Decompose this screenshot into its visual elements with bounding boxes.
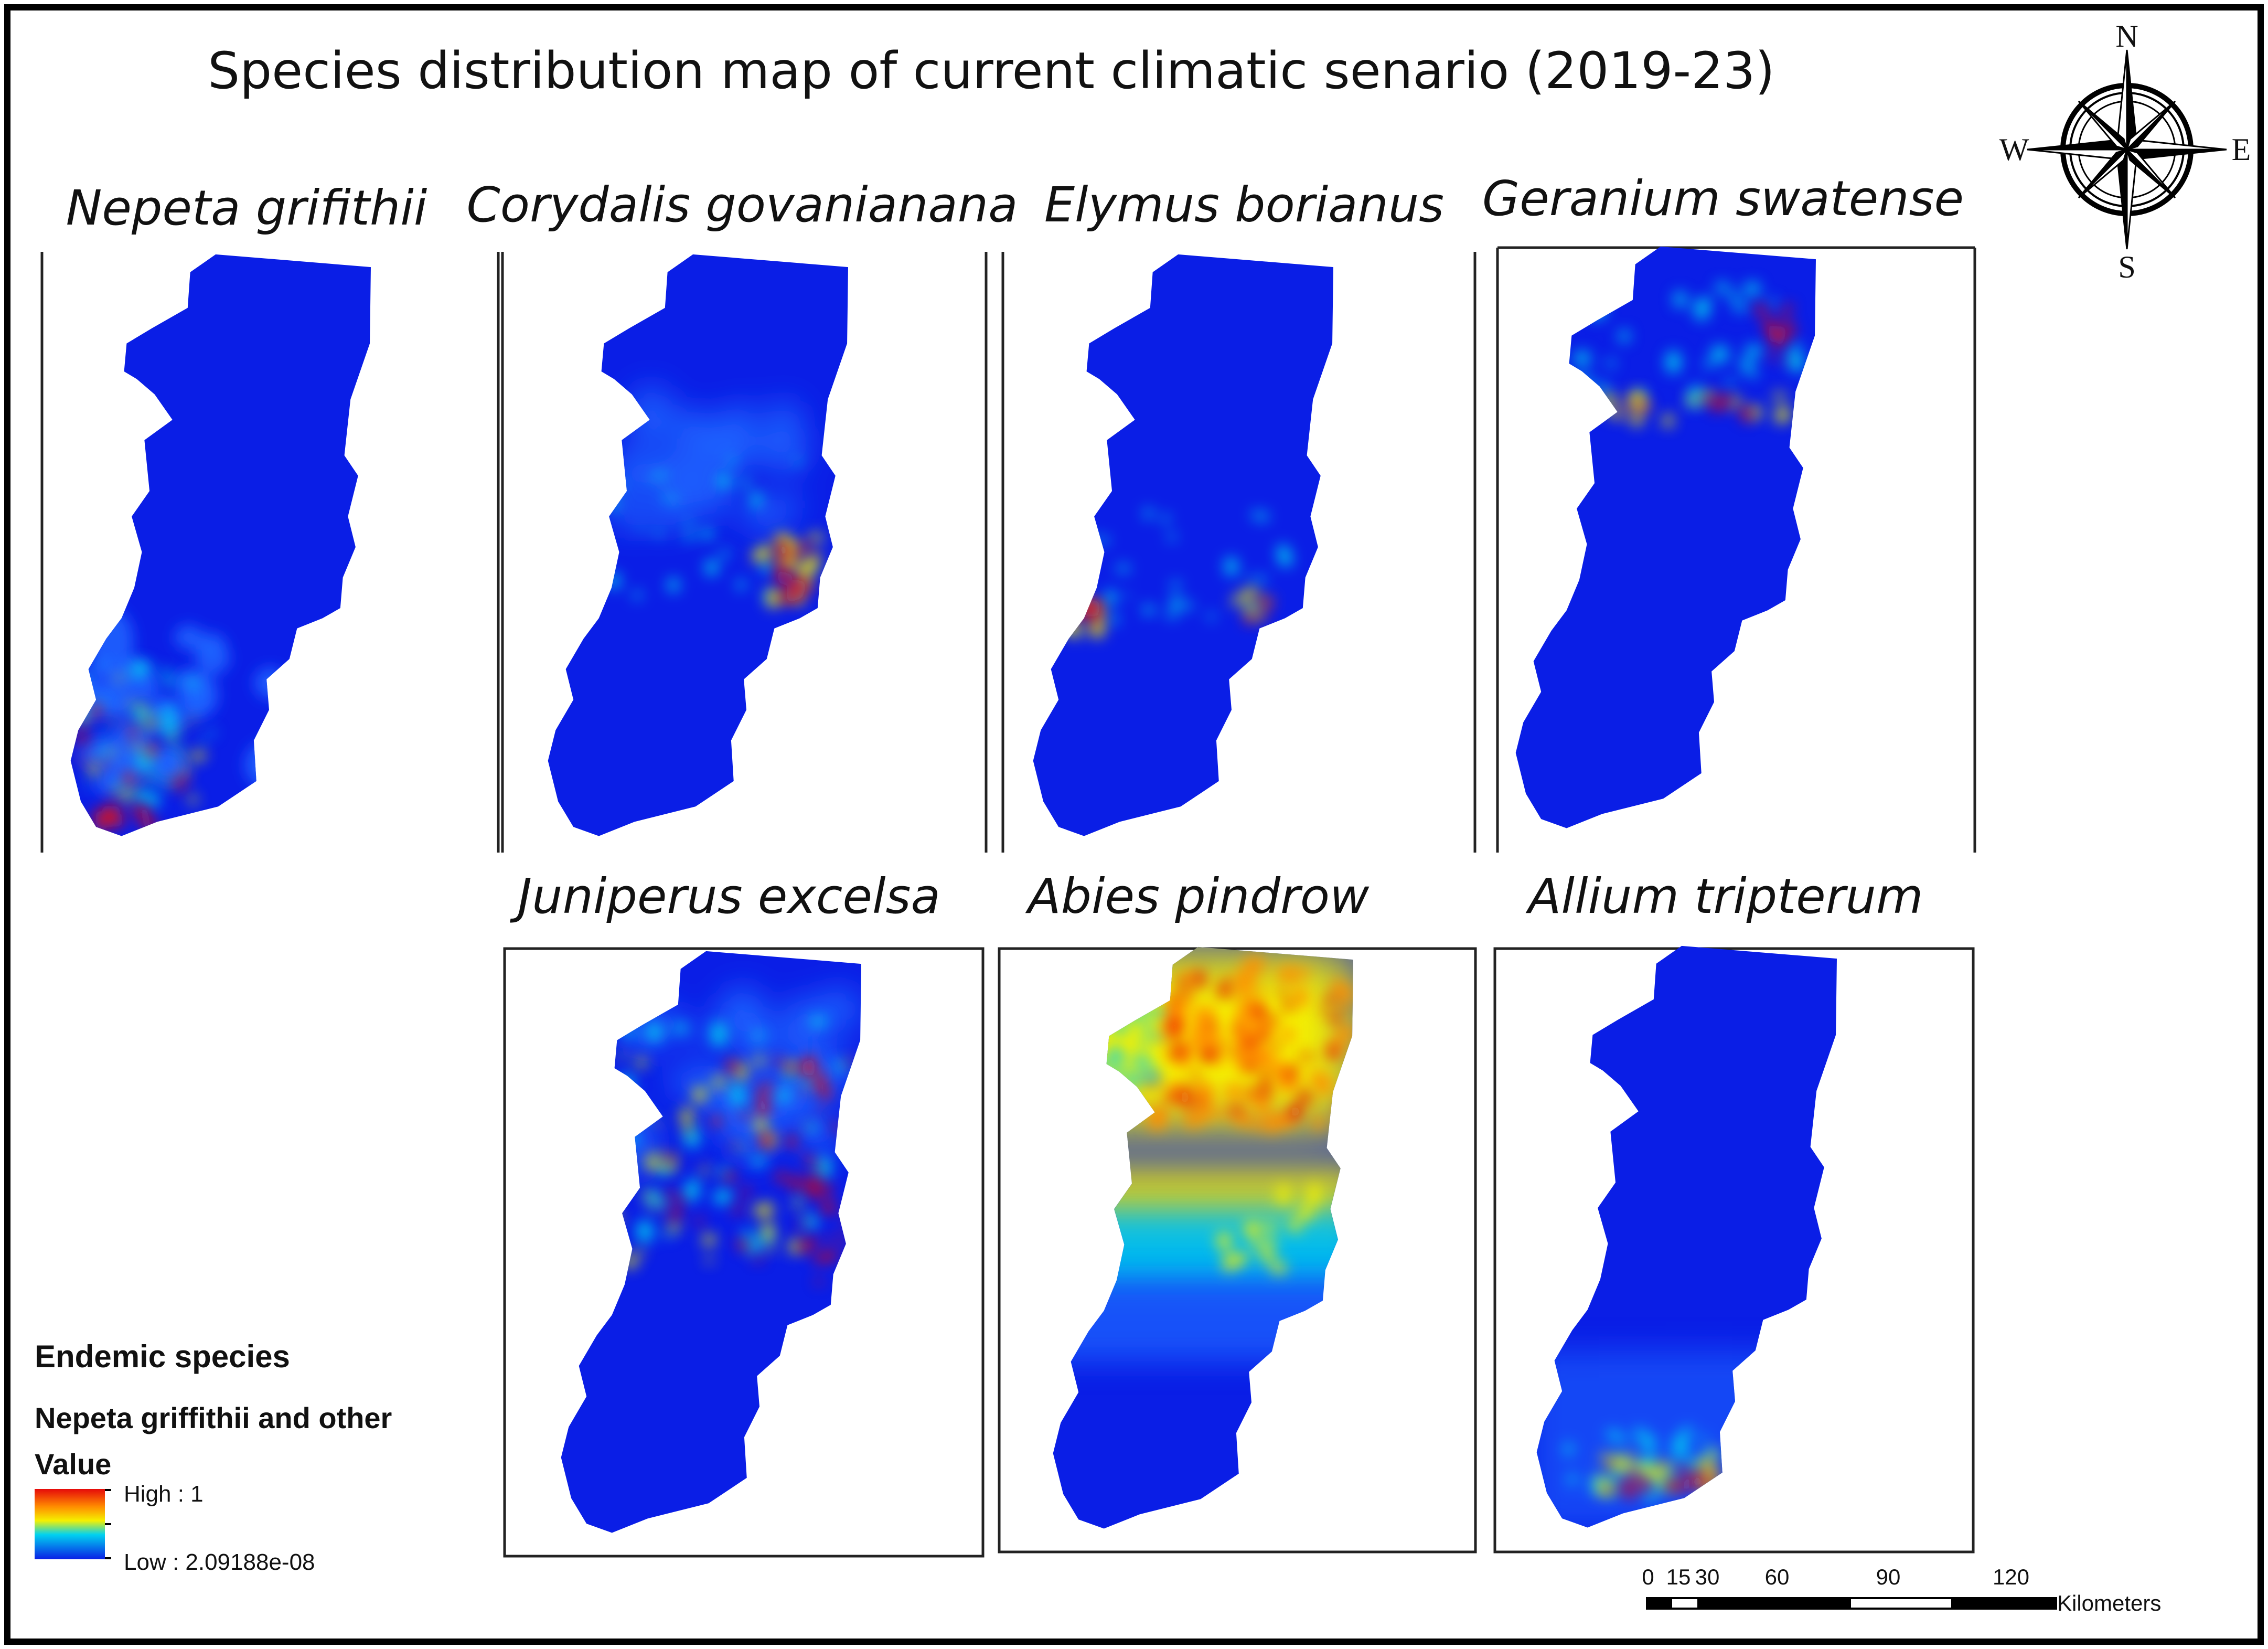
species-label: Geranium swatense: [1482, 171, 1964, 227]
distribution-map-corydalis: [548, 254, 848, 836]
species-label: Nepeta grifithii: [66, 180, 427, 236]
compass-east-label: E: [2232, 132, 2251, 167]
compass-south-label: S: [2118, 250, 2135, 284]
scale-tick-label: 90: [1876, 1565, 1901, 1589]
distribution-map-geranium: [1515, 246, 1816, 828]
legend-high-label: High : 1: [124, 1481, 204, 1507]
legend: Endemic species Nepeta griffithii and ot…: [35, 1339, 392, 1575]
species-label: Elymus borianus: [1044, 177, 1444, 233]
scale-unit-label: Kilometers: [2057, 1591, 2161, 1615]
compass-west-label: W: [1999, 132, 2029, 167]
map-title: Species distribution map of current clim…: [208, 41, 1774, 100]
scale-bar: 0 15 30 60 90 120 Kilometers: [1642, 1565, 2161, 1615]
legend-color-ramp: [35, 1489, 105, 1559]
scale-tick-label: 60: [1765, 1565, 1790, 1589]
scale-tick-label: 0: [1642, 1565, 1654, 1589]
species-label: Juniperus excelsa: [509, 868, 940, 924]
compass-rose-icon: N S E W: [1999, 19, 2251, 284]
scale-tick-label: 30: [1695, 1565, 1720, 1589]
legend-low-label: Low : 2.09188e-08: [124, 1549, 315, 1575]
panel-frames: [40, 246, 1976, 1558]
distribution-map-nepeta: [70, 254, 371, 836]
scale-tick-label: 15: [1666, 1565, 1691, 1589]
legend-heading: Endemic species: [35, 1339, 290, 1374]
compass-north-label: N: [2115, 19, 2138, 54]
legend-layer-name: Nepeta griffithii and other: [35, 1401, 392, 1434]
scale-tick-label: 120: [1993, 1565, 2029, 1589]
species-label: Corydalis govanianana: [467, 177, 1018, 233]
distribution-map-juniperus: [561, 951, 861, 1533]
species-label: Allium tripterum: [1525, 868, 1923, 924]
legend-field-name: Value: [35, 1448, 111, 1481]
species-label: Abies pindrow: [1025, 868, 1370, 924]
